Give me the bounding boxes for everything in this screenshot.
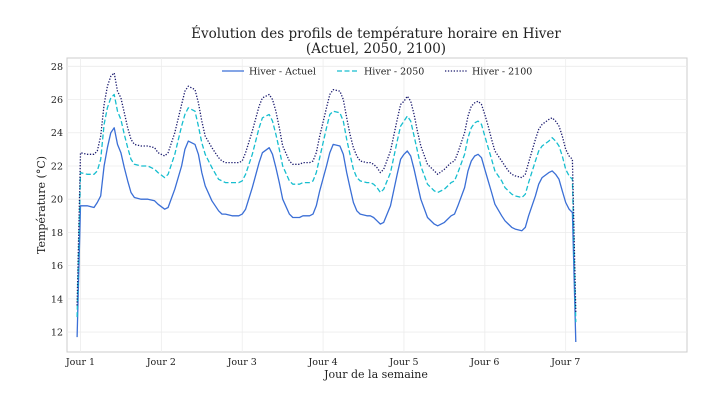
series-group — [76, 72, 577, 343]
y-tick-label: 16 — [51, 261, 63, 272]
series-line-2 — [76, 93, 577, 323]
legend-label-3: Hiver - 2100 — [472, 67, 532, 78]
legend-label-2: Hiver - 2050 — [364, 67, 424, 78]
y-tick-label: 28 — [51, 62, 63, 73]
y-tick-label: 22 — [51, 161, 63, 172]
chart-title-line2: (Actuel, 2050, 2100) — [306, 41, 446, 57]
x-tick-label: Jour 1 — [65, 357, 95, 368]
x-tick-label: Jour 2 — [146, 357, 176, 368]
x-tick-label: Jour 7 — [550, 357, 580, 368]
x-axis-ticks: Jour 1 Jour 2 Jour 3 Jour 4 Jour 5 Jour 6 Jour… — [65, 357, 580, 368]
x-tick-label: Jour 5 — [388, 357, 418, 368]
series-line-1 — [76, 127, 577, 343]
y-axis-label: Température (°C) — [35, 156, 48, 254]
y-tick-label: 26 — [51, 95, 63, 106]
y-tick-label: 24 — [51, 128, 63, 139]
grid — [67, 58, 687, 352]
x-tick-label: Jour 4 — [307, 357, 337, 368]
x-tick-label: Jour 6 — [469, 357, 499, 368]
chart-title-line1: Évolution des profils de température hor… — [191, 26, 561, 42]
series-line-3 — [76, 72, 577, 313]
y-tick-label: 12 — [51, 328, 63, 339]
y-tick-label: 18 — [51, 228, 63, 239]
legend: Hiver - Actuel Hiver - 2050 Hiver - 2100 — [222, 67, 532, 78]
x-axis-label: Jour de la semaine — [323, 368, 428, 381]
legend-label-1: Hiver - Actuel — [249, 67, 316, 78]
y-tick-label: 20 — [51, 195, 63, 206]
y-tick-label: 14 — [51, 294, 63, 305]
y-axis-ticks: 12 14 16 18 20 22 24 26 28 — [51, 62, 63, 339]
x-tick-label: Jour 3 — [227, 357, 257, 368]
plot-area — [66, 57, 688, 353]
